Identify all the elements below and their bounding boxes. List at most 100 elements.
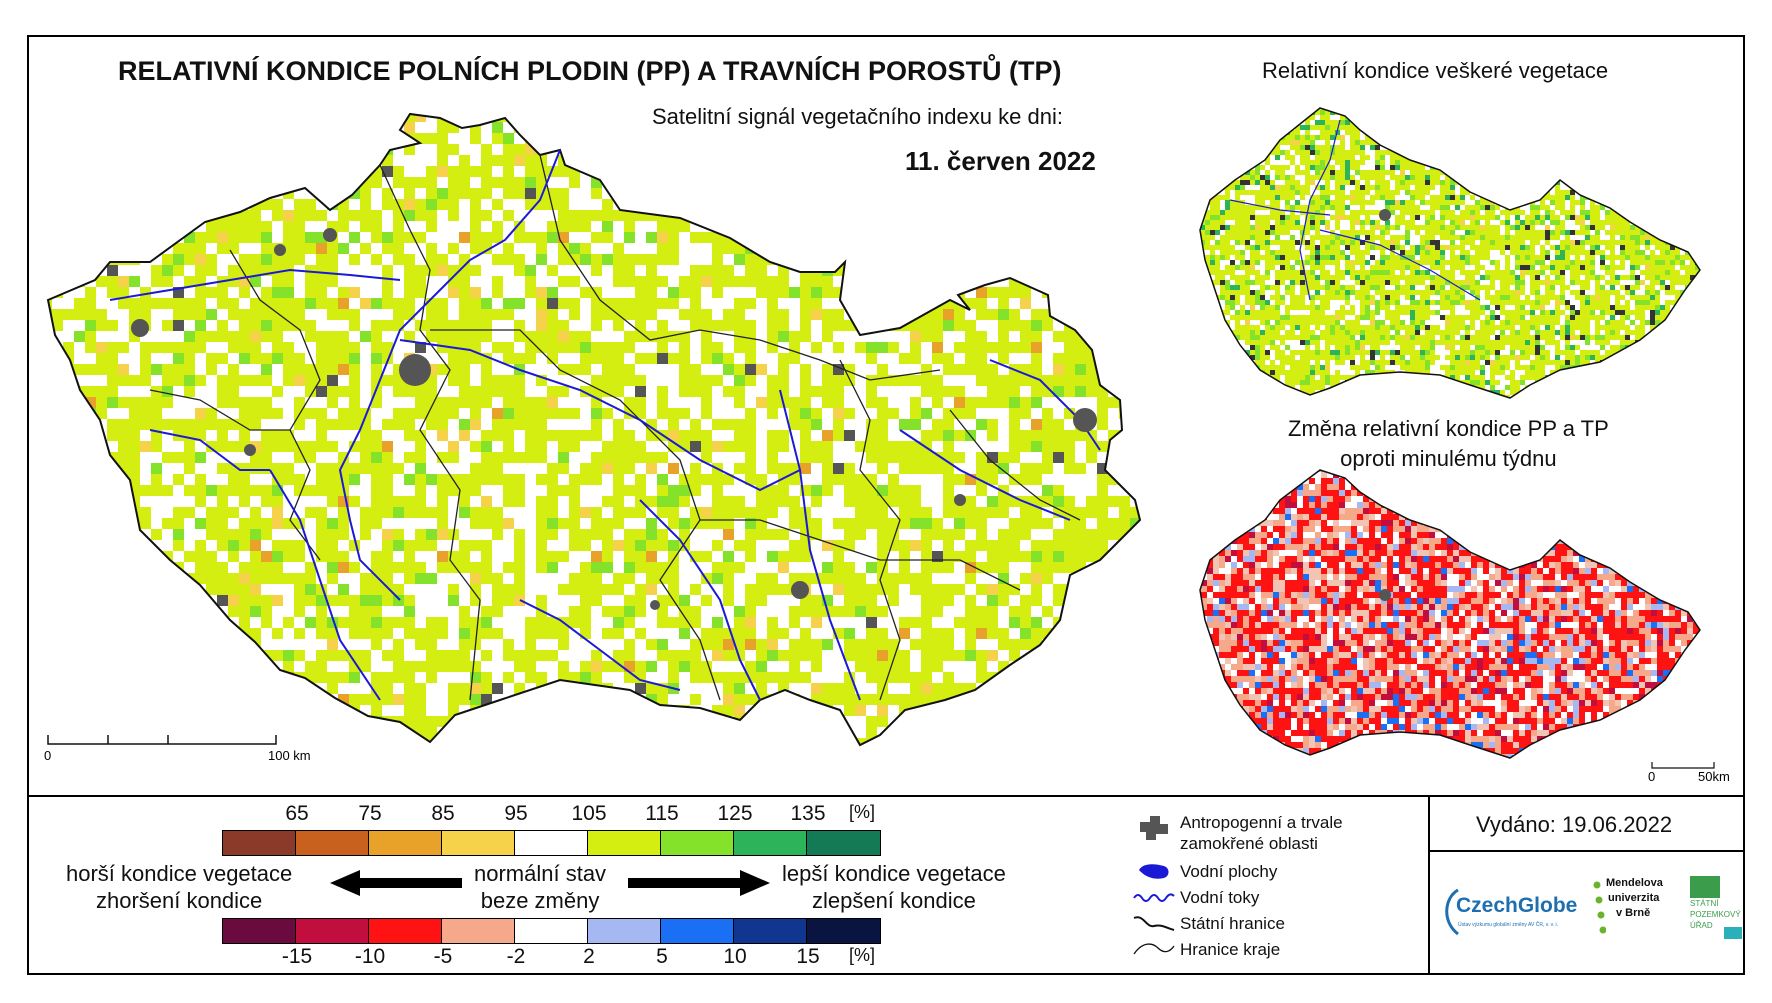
raster-cell [426,584,437,595]
raster-cell [1255,108,1260,110]
raster-cell [1300,255,1305,260]
raster-cell [602,276,613,287]
raster-cell [85,419,96,430]
raster-cell [866,331,877,342]
raster-cell [536,639,547,650]
raster-cell [1225,150,1230,155]
raster-cell [888,188,899,199]
raster-cell [1250,185,1255,190]
raster-cell [360,639,371,650]
raster-cell [1205,230,1210,235]
raster-cell [723,133,734,144]
raster-cell [1320,290,1325,295]
raster-cell [1440,140,1445,145]
raster-cell [459,243,470,254]
raster-cell [899,397,910,408]
raster-cell [1380,100,1385,105]
raster-cell [778,188,789,199]
raster-cell [184,595,195,606]
raster-cell [503,529,514,540]
raster-cell [701,133,712,144]
raster-cell [1290,230,1295,235]
raster-cell [1210,115,1215,120]
raster-cell [1500,165,1505,170]
raster-cell [1250,215,1255,220]
raster-cell [1545,220,1550,225]
raster-cell [1075,276,1086,287]
raster-cell [195,364,206,375]
raster-cell [690,221,701,232]
raster-cell [833,298,844,309]
raster-cell [48,496,52,507]
raster-cell [448,573,459,584]
raster-cell [470,694,481,705]
raster-cell [1053,342,1064,353]
raster-cell [1695,315,1700,320]
raster-cell [701,463,712,474]
raster-cell [1595,230,1600,235]
raster-cell [1705,175,1710,180]
raster-cell [1600,345,1605,350]
raster-cell [1520,175,1525,180]
raster-cell [844,243,855,254]
raster-cell [679,507,690,518]
raster-cell [745,562,756,573]
raster-cell [569,705,580,716]
raster-cell [1355,235,1360,240]
raster-cell [1455,270,1460,275]
raster-cell [1195,290,1200,295]
raster-cell [767,639,778,650]
raster-cell [1545,255,1550,260]
raster-cell [437,188,448,199]
raster-cell [1405,255,1410,260]
raster-cell [624,188,635,199]
raster-cell [855,364,866,375]
raster-cell [360,397,371,408]
raster-cell [778,232,789,243]
raster-cell [932,496,943,507]
raster-cell [437,221,448,232]
raster-cell [261,584,272,595]
raster-cell [503,199,514,210]
raster-cell [1031,100,1042,111]
raster-cell [492,408,503,419]
raster-cell [1345,295,1350,300]
raster-cell [646,672,657,683]
raster-cell [778,133,789,144]
raster-cell [1595,185,1600,190]
raster-cell [789,628,800,639]
main-title: RELATIVNÍ KONDICE POLNÍCH PLODIN (PP) A … [118,56,1062,86]
raster-cell [1315,210,1320,215]
raster-cell [1635,280,1640,285]
raster-cell [1700,215,1705,220]
raster-cell [371,276,382,287]
raster-cell [129,551,140,562]
raster-cell [228,595,239,606]
raster-cell [459,441,470,452]
raster-cell [1375,215,1380,220]
raster-cell [272,617,283,628]
raster-cell [701,122,712,133]
raster-cell [1660,290,1665,295]
raster-cell [1580,240,1585,245]
raster-cell [1485,150,1490,155]
raster-cell [932,100,943,111]
raster-cell [1495,280,1500,285]
raster-cell [492,738,503,745]
raster-cell [48,694,52,705]
raster-cell [558,606,569,617]
raster-cell [1440,315,1445,320]
raster-cell [866,342,877,353]
raster-cell [1305,265,1310,270]
raster-cell [987,650,998,661]
raster-cell [1705,325,1710,330]
raster-cell [767,419,778,430]
raster-cell [1515,175,1520,180]
raster-cell [1210,300,1215,305]
raster-cell [558,419,569,430]
raster-cell [30,397,41,408]
raster-cell [734,595,745,606]
raster-cell [74,562,85,573]
raster-cell [756,441,767,452]
raster-cell [657,628,668,639]
